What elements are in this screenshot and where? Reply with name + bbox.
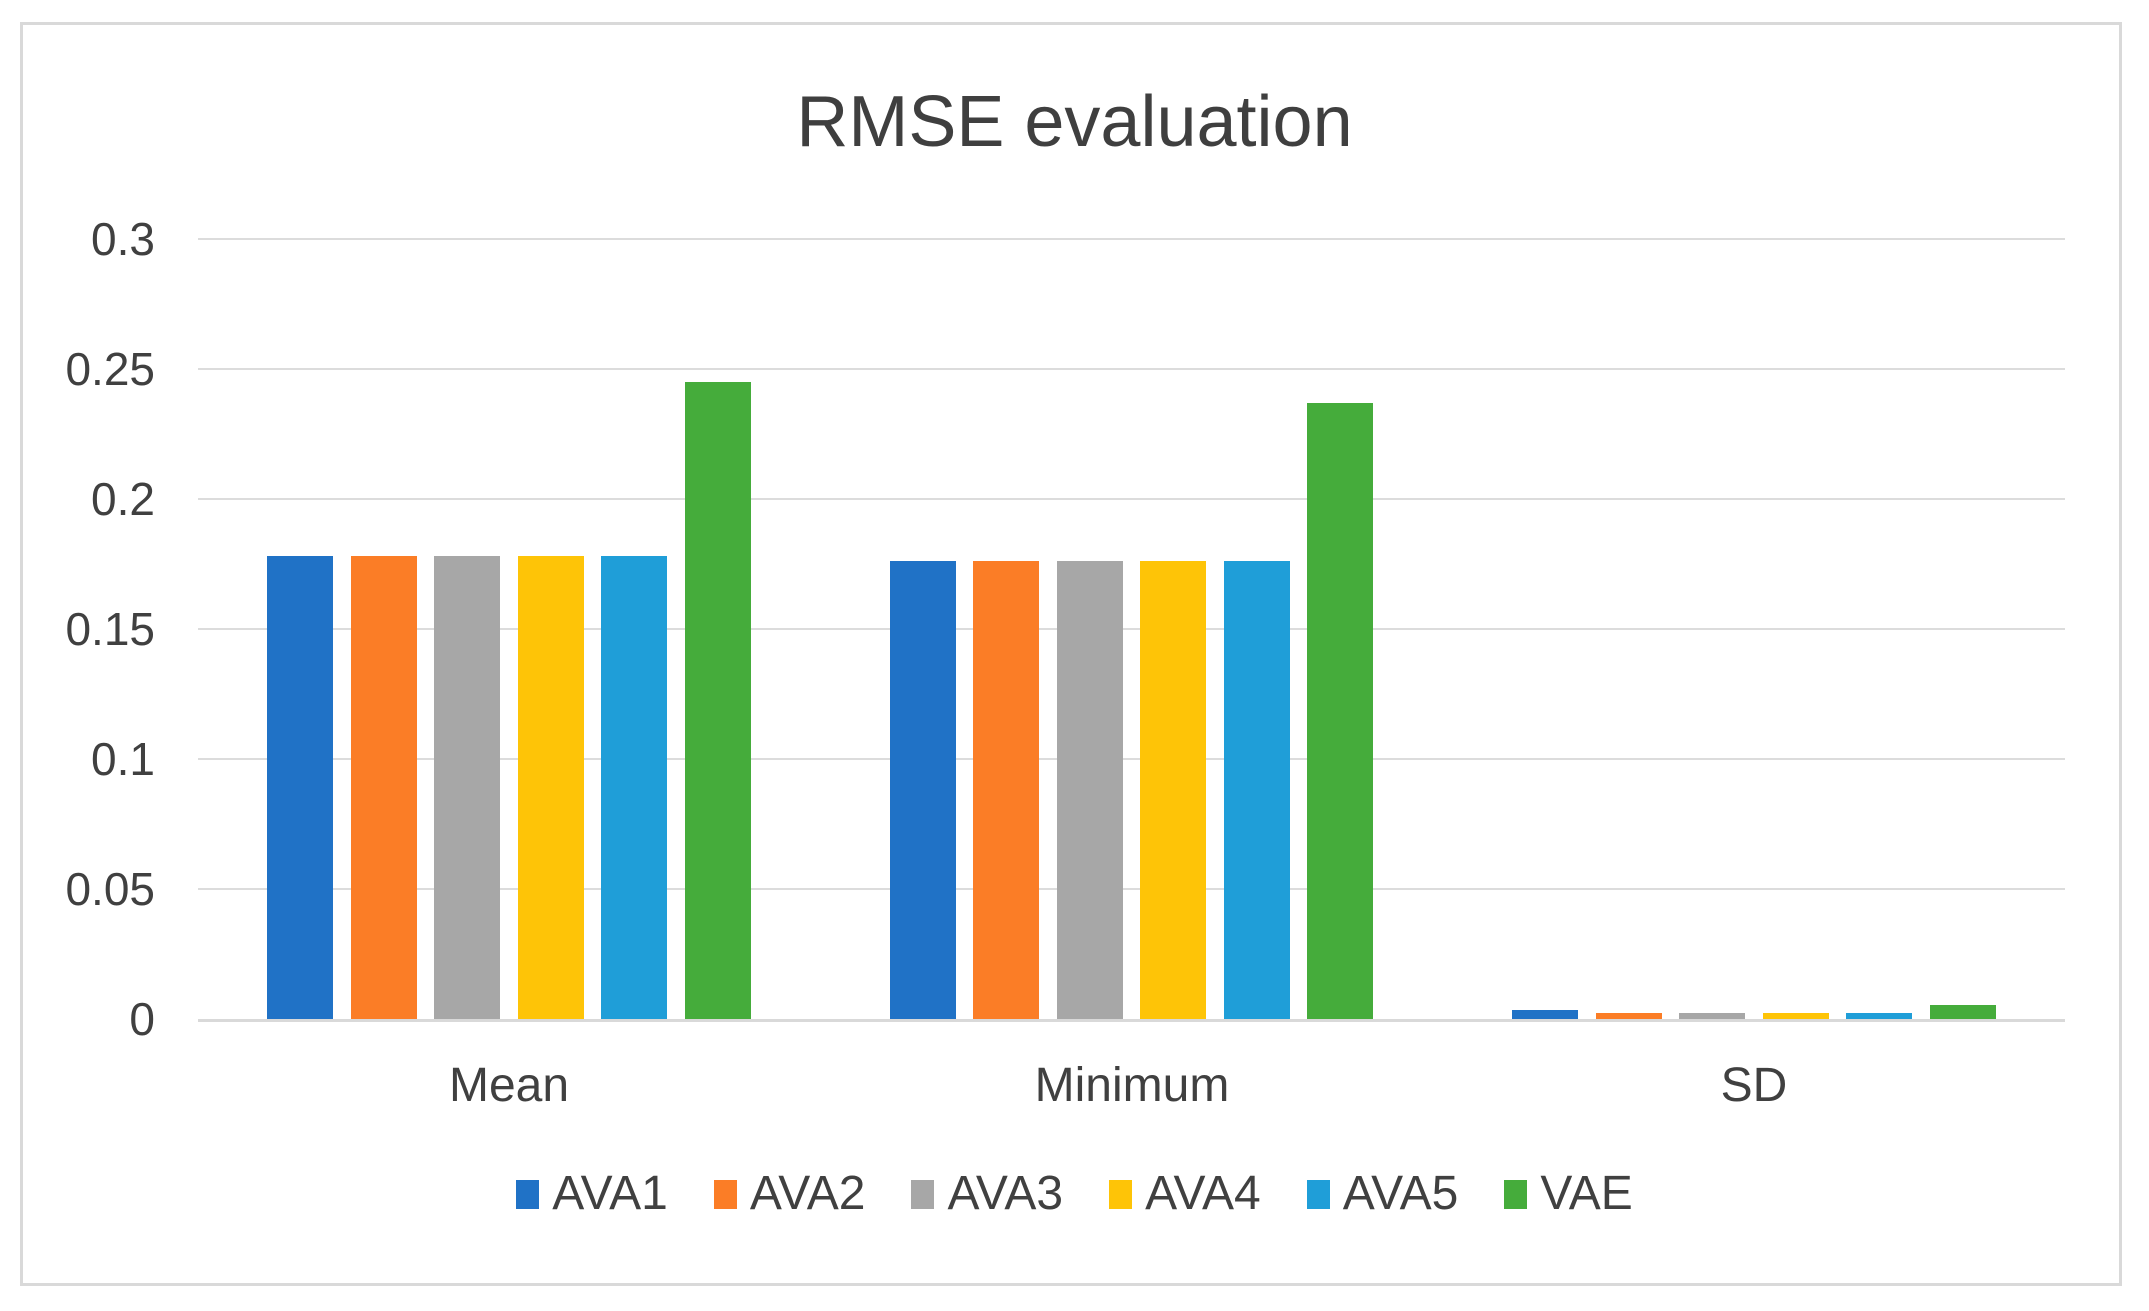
gridline	[198, 628, 2065, 630]
gridline	[198, 498, 2065, 500]
bar-ava3-sd	[1679, 1013, 1745, 1019]
bar-vae-sd	[1930, 1005, 1996, 1019]
legend-label: AVA5	[1342, 1167, 1459, 1220]
bar-ava5-sd	[1846, 1013, 1912, 1019]
category-label-sd: SD	[1720, 1059, 1788, 1112]
bar-ava1-sd	[1512, 1010, 1578, 1019]
gridline	[198, 758, 2065, 760]
gridline	[198, 888, 2065, 890]
x-axis-line	[198, 1019, 2065, 1022]
y-axis-tick-label: 0.25	[65, 343, 155, 395]
bar-ava4-mean	[518, 556, 584, 1019]
legend-label: AVA2	[749, 1167, 866, 1220]
bar-ava5-minimum	[1224, 561, 1290, 1019]
y-axis-tick-label: 0	[129, 993, 155, 1045]
legend-item-ava5: AVA5	[1306, 1167, 1459, 1220]
bar-vae-mean	[685, 382, 751, 1019]
legend-color-swatch	[516, 1179, 540, 1209]
legend-color-swatch	[1306, 1179, 1330, 1209]
legend-color-swatch	[911, 1179, 935, 1209]
bar-vae-minimum	[1307, 403, 1373, 1019]
legend-label: VAE	[1540, 1167, 1633, 1220]
gridline	[198, 238, 2065, 240]
bar-ava2-sd	[1596, 1013, 1662, 1019]
legend: AVA1 AVA2 AVA3 AVA4 AVA5 VAE	[0, 1168, 2149, 1220]
category-label-mean: Mean	[448, 1059, 570, 1112]
bar-ava2-minimum	[973, 561, 1039, 1019]
legend-item-ava1: AVA1	[516, 1168, 668, 1220]
legend-item-ava3: AVA3	[911, 1168, 1063, 1220]
legend-color-swatch	[1109, 1179, 1133, 1209]
y-axis-tick-label: 0.05	[65, 863, 155, 915]
legend-label: AVA3	[947, 1167, 1064, 1220]
bar-ava4-minimum	[1140, 561, 1206, 1019]
legend-color-swatch	[1504, 1179, 1528, 1209]
legend-item-ava2: AVA2	[713, 1167, 866, 1220]
legend-item-ava4: AVA4	[1109, 1168, 1261, 1220]
legend-label: AVA1	[552, 1167, 668, 1220]
legend-color-swatch	[713, 1179, 737, 1209]
bar-ava5-mean	[601, 556, 667, 1019]
bar-ava4-sd	[1763, 1013, 1829, 1019]
bar-ava3-mean	[434, 556, 500, 1019]
bar-ava1-minimum	[890, 561, 956, 1019]
chart-title: RMSE evaluation	[796, 82, 1353, 162]
y-axis-tick-label: 0.1	[91, 733, 155, 785]
gridline	[198, 368, 2065, 370]
y-axis-tick-label: 0.15	[65, 603, 155, 655]
legend-item-vae: VAE	[1504, 1167, 1633, 1220]
y-axis-tick-label: 0.3	[91, 213, 155, 265]
y-axis-tick-label: 0.2	[91, 473, 155, 525]
bar-ava3-minimum	[1057, 561, 1123, 1019]
bar-ava1-mean	[267, 556, 333, 1019]
category-label-minimum: Minimum	[1034, 1059, 1230, 1112]
bar-ava2-mean	[351, 556, 417, 1019]
legend-label: AVA4	[1145, 1167, 1261, 1220]
